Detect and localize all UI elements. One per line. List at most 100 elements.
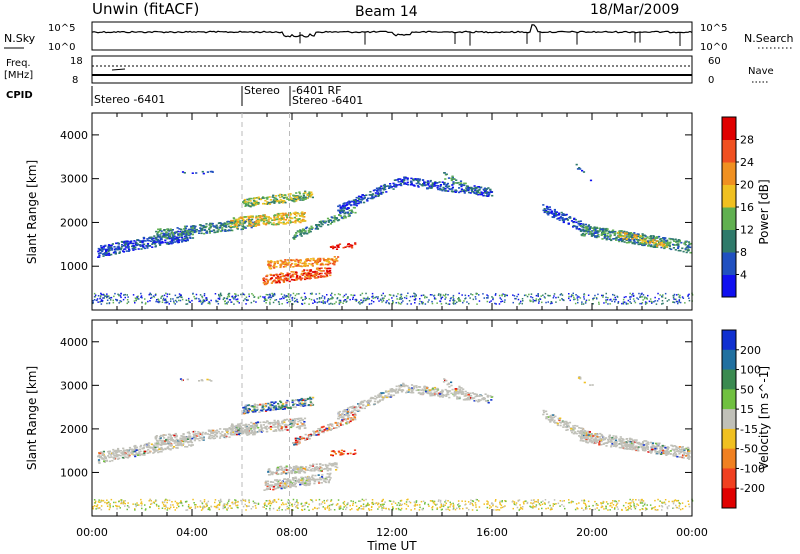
scatter-cell [244, 220, 247, 223]
scatter-cell [329, 267, 332, 270]
scatter-cell [146, 452, 149, 454]
scatter-cell [448, 187, 451, 190]
scatter-cell [283, 482, 287, 485]
ground-scatter-cell [431, 294, 433, 296]
scatter-cell [207, 437, 211, 439]
freq-right-label: Nave [748, 66, 774, 77]
scatter-cell [337, 205, 340, 208]
scatter-cell [250, 429, 253, 432]
scatter-cell [354, 202, 357, 205]
scatter-cell [256, 218, 260, 221]
scatter-cell [454, 191, 457, 193]
scatter-cell [314, 259, 317, 262]
scatter-cell [230, 431, 233, 433]
scatter-cell [582, 228, 585, 231]
scatter-cell [254, 410, 257, 413]
scatter-cell [244, 227, 247, 229]
ground-scatter-cell [214, 293, 217, 295]
scatter-cell [251, 216, 255, 219]
scatter-cell [276, 216, 280, 218]
ground-scatter-cell [278, 301, 280, 303]
scatter-cell [447, 177, 451, 179]
scatter-cell [282, 261, 285, 263]
scatter-cell [304, 230, 307, 232]
scatter-cell [243, 412, 246, 415]
ground-scatter-cell [236, 300, 239, 303]
scatter-cell [474, 192, 477, 194]
scatter-cell [137, 454, 140, 456]
scatter-cell [301, 423, 304, 425]
ground-scatter-cell [124, 293, 126, 296]
scatter-cell [218, 227, 222, 229]
scatter-cell [282, 214, 285, 217]
scatter-cell [297, 426, 300, 428]
ground-scatter-cell [288, 301, 290, 303]
scatter-cell [606, 232, 610, 235]
scatter-cell [246, 404, 249, 407]
scatter-cell [264, 426, 267, 428]
scatter-cell [138, 452, 141, 455]
scatter-cell [145, 443, 148, 445]
scatter-cell [369, 191, 372, 193]
scatter-cell [450, 179, 453, 182]
scatter-cell [282, 403, 285, 405]
scatter-cell [99, 455, 102, 458]
scatter-cell [97, 460, 100, 463]
scatter-cell [255, 200, 258, 203]
scatter-cell [242, 430, 245, 432]
scatter-cell [303, 272, 306, 275]
scatter-cell [641, 244, 645, 247]
ground-scatter-cell [350, 294, 352, 296]
scatter-cell [182, 439, 185, 441]
scatter-cell [638, 243, 642, 245]
ground-scatter-cell [383, 297, 385, 299]
scatter-cell [294, 399, 298, 401]
ground-scatter-cell [525, 294, 527, 296]
scatter-cell [154, 437, 157, 439]
scatter-cell [242, 222, 245, 225]
scatter-cell [272, 421, 275, 424]
scatter-cell [300, 398, 303, 400]
scatter-cell [583, 233, 586, 236]
scatter-cell [488, 191, 491, 194]
scatter-cell [145, 450, 148, 453]
scatter-cell [292, 484, 295, 486]
ground-scatter-cell [264, 298, 266, 301]
scatter-cell [587, 229, 590, 231]
scatter-cell [108, 456, 111, 459]
scatter-cell [231, 433, 234, 435]
scatter-cell [253, 406, 256, 408]
scatter-cell [374, 192, 377, 194]
scatter-cell [641, 239, 644, 241]
scatter-cell [194, 225, 197, 228]
ground-scatter-cell [517, 293, 520, 296]
scatter-cell [189, 228, 192, 231]
scatter-cell [232, 433, 235, 436]
scatter-cell [317, 273, 320, 276]
scatter-cell [290, 425, 293, 427]
scatter-cell [104, 252, 107, 254]
scatter-cell [341, 205, 344, 207]
scatter-cell [650, 236, 653, 239]
scatter-cell [309, 396, 312, 399]
scatter-cell [225, 435, 228, 438]
ground-scatter-cell [241, 292, 244, 295]
scatter-cell [579, 228, 582, 231]
scatter-cell [274, 483, 277, 485]
scatter-cell [382, 188, 385, 191]
ground-scatter-cell [222, 298, 225, 301]
scatter-cell [399, 183, 402, 185]
ground-scatter-cell [370, 302, 373, 305]
scatter-cell [164, 239, 167, 242]
scatter-cell [162, 435, 165, 437]
ground-scatter-cell [272, 301, 275, 304]
scatter-cell [184, 232, 187, 234]
scatter-cell [105, 250, 108, 253]
scatter-cell [294, 419, 297, 422]
scatter-cell [219, 432, 222, 435]
ground-scatter-cell [164, 298, 167, 300]
scatter-cell [291, 418, 295, 421]
scatter-cell [258, 219, 261, 222]
ground-scatter-cell [682, 297, 685, 299]
scatter-cell [305, 466, 308, 468]
